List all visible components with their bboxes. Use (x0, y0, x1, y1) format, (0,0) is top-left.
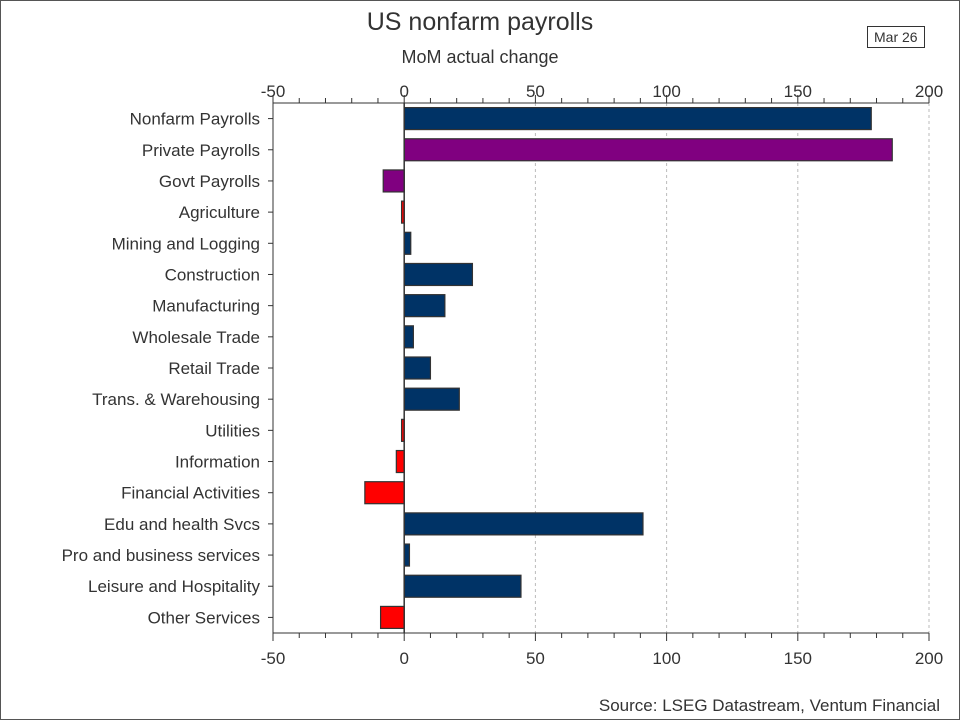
category-label: Information (175, 453, 260, 472)
top-tick-label: 150 (784, 82, 812, 101)
top-tick-label: 0 (399, 82, 408, 101)
category-label: Mining and Logging (112, 234, 260, 253)
bar-trans-warehousing (403, 387, 460, 411)
category-label: Agriculture (179, 203, 260, 222)
bottom-tick-label: 150 (784, 649, 812, 668)
bar-edu-and-health-svcs (403, 512, 644, 536)
category-label: Other Services (148, 608, 260, 627)
bar-govt-payrolls (382, 169, 405, 193)
bar-private-payrolls (403, 138, 893, 162)
bottom-tick-label: -50 (261, 649, 286, 668)
category-label: Edu and health Svcs (104, 515, 260, 534)
category-label: Trans. & Warehousing (92, 390, 260, 409)
bottom-tick-label: 50 (526, 649, 545, 668)
bar-leisure-and-hospitality (403, 574, 522, 598)
bar-wholesale-trade (403, 325, 414, 349)
bar-construction (403, 262, 474, 287)
source-note: Source: LSEG Datastream, Ventum Financia… (598, 696, 940, 715)
top-tick-label: 100 (652, 82, 680, 101)
chart-subtitle: MoM actual change (401, 47, 559, 67)
category-label: Private Payrolls (142, 141, 260, 160)
bottom-tick-label: 200 (915, 649, 943, 668)
top-tick-label: 50 (526, 82, 545, 101)
category-label: Retail Trade (168, 359, 260, 378)
category-label: Construction (165, 265, 260, 284)
category-label: Pro and business services (62, 546, 260, 565)
bar-information (395, 449, 405, 474)
date-badge: Mar 26 (867, 26, 925, 48)
bar-manufacturing (403, 294, 446, 318)
category-label: Financial Activities (121, 484, 260, 503)
chart-title: US nonfarm payrolls (366, 8, 594, 36)
category-label: Wholesale Trade (132, 328, 260, 347)
bar-other-services (379, 605, 405, 630)
top-tick-label: -50 (261, 82, 286, 101)
bar-nonfarm-payrolls (403, 106, 872, 131)
bar-financial-activities (364, 481, 405, 505)
bar-retail-trade (403, 356, 432, 380)
bottom-tick-label: 100 (652, 649, 680, 668)
bar-pro-and-business-services (403, 543, 411, 567)
category-label: Nonfarm Payrolls (130, 110, 260, 129)
top-tick-label: 200 (915, 82, 943, 101)
category-label: Leisure and Hospitality (88, 577, 260, 596)
category-label: Manufacturing (152, 297, 260, 316)
bar-mining-and-logging (403, 231, 412, 255)
category-label: Utilities (205, 421, 260, 440)
category-label: Govt Payrolls (159, 172, 260, 191)
bottom-tick-label: 0 (399, 649, 408, 668)
